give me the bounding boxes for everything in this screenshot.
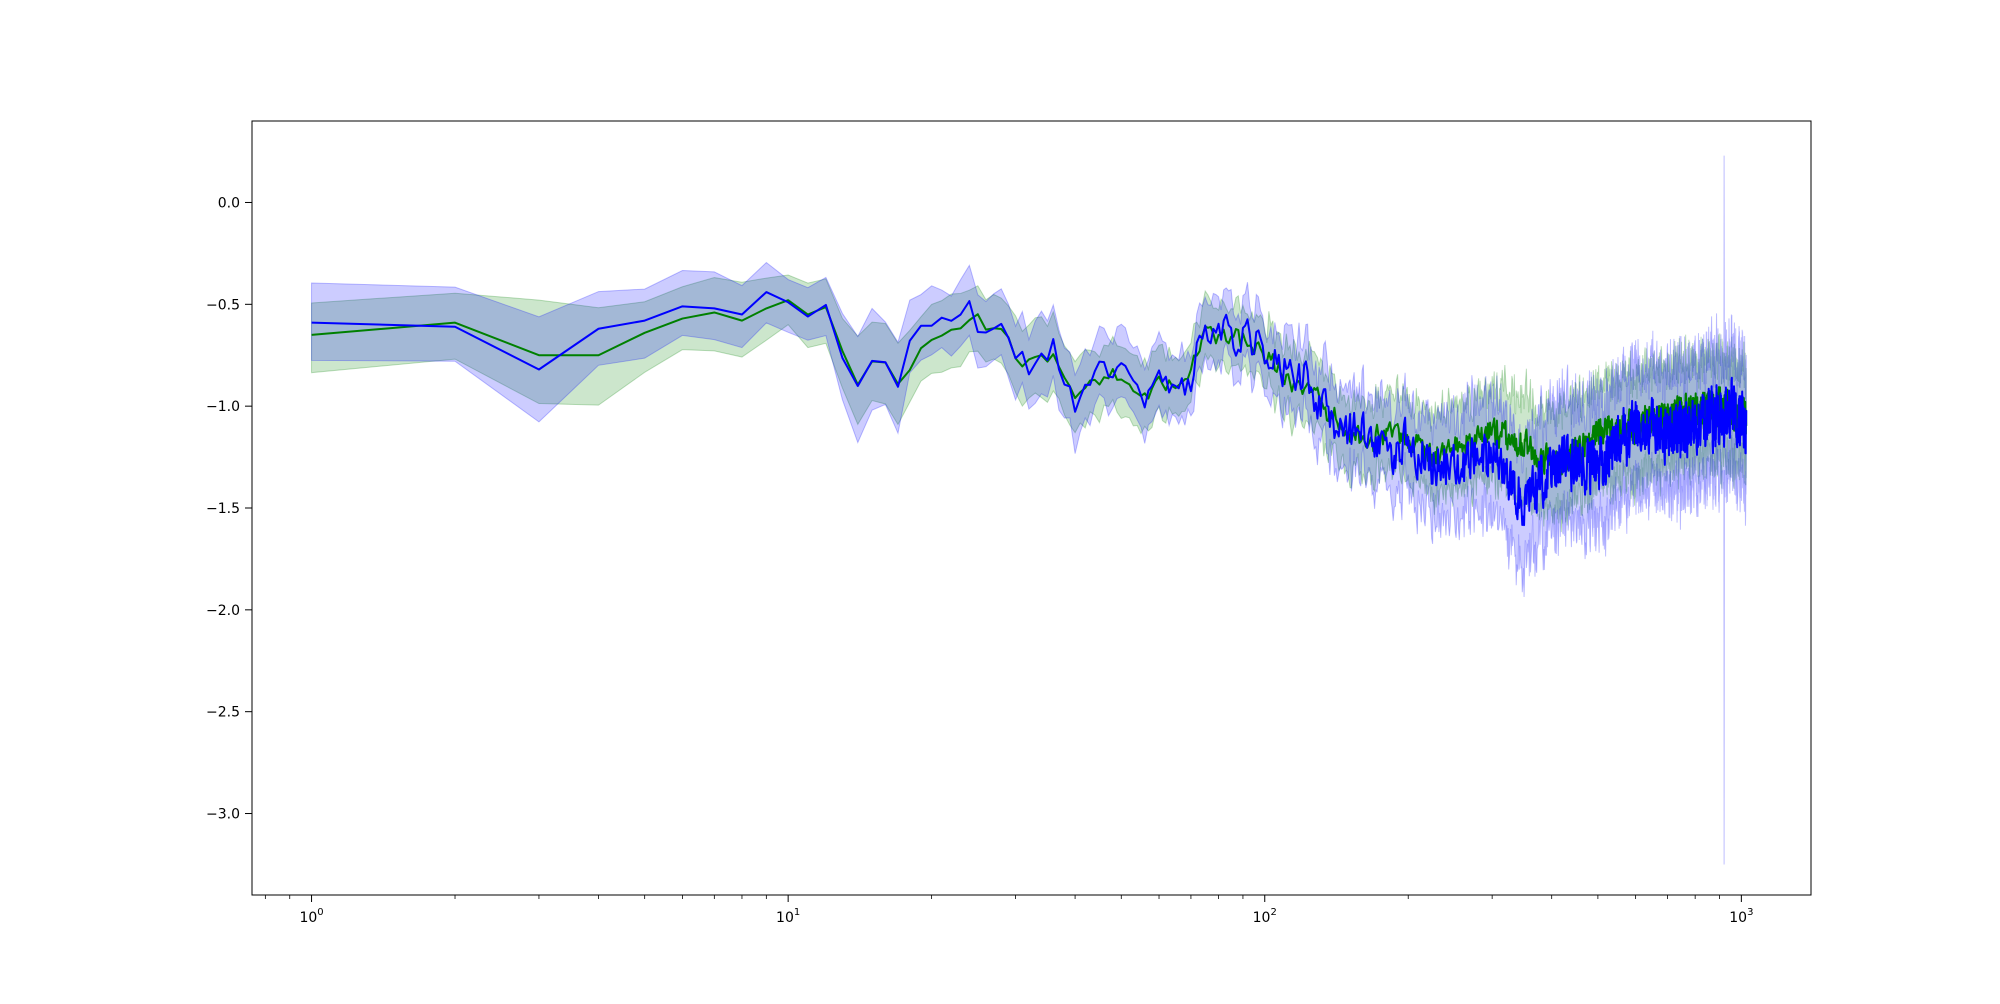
plot-content xyxy=(311,155,1748,865)
y-tick-label: −2.0 xyxy=(206,603,240,619)
y-tick-label: −2.5 xyxy=(206,705,240,721)
y-tick-label: −0.5 xyxy=(206,297,240,313)
x-tick-label: 103 xyxy=(1729,907,1753,926)
x-tick-label: 101 xyxy=(776,907,800,926)
series-1-confidence-band xyxy=(311,274,1747,533)
x-tick-label: 102 xyxy=(1253,907,1277,926)
y-tick-label: −3.0 xyxy=(206,807,240,823)
x-tick-label: 100 xyxy=(299,907,323,926)
y-tick-label: 0.0 xyxy=(218,195,240,211)
x-axis: 100 101 102 103 xyxy=(264,895,1753,926)
series-2-line xyxy=(311,291,1748,527)
y-axis: 0.0 −0.5 −1.0 −1.5 −2.0 −2.5 −3.0 xyxy=(206,195,252,823)
y-tick-label: −1.5 xyxy=(206,501,240,517)
y-tick-label: −1.0 xyxy=(206,399,240,415)
